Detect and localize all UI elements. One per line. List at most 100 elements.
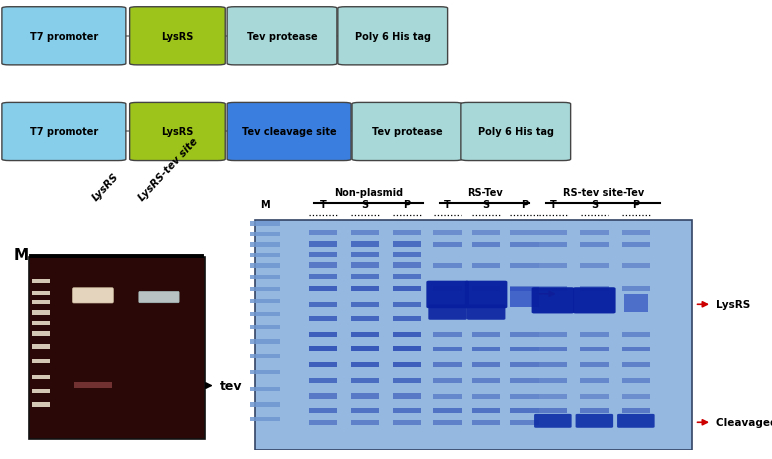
Bar bbox=[350, 378, 379, 383]
Bar bbox=[433, 378, 462, 383]
Bar bbox=[32, 345, 49, 349]
Bar bbox=[510, 378, 539, 383]
Bar bbox=[472, 263, 500, 268]
FancyBboxPatch shape bbox=[338, 8, 448, 66]
Bar bbox=[250, 222, 279, 226]
Bar bbox=[309, 408, 337, 413]
Text: Non-plasmid: Non-plasmid bbox=[334, 187, 403, 197]
Bar bbox=[350, 230, 379, 235]
Bar bbox=[580, 347, 608, 352]
Bar bbox=[433, 287, 462, 291]
Bar bbox=[250, 299, 279, 303]
Bar bbox=[255, 221, 692, 450]
FancyBboxPatch shape bbox=[130, 103, 225, 161]
Text: M: M bbox=[13, 247, 29, 263]
Bar bbox=[539, 242, 567, 247]
Bar bbox=[621, 230, 650, 235]
Bar bbox=[539, 394, 567, 399]
Bar bbox=[433, 242, 462, 247]
Text: T: T bbox=[320, 200, 327, 210]
Text: S: S bbox=[591, 200, 598, 210]
Bar bbox=[393, 242, 422, 247]
Bar bbox=[580, 263, 608, 268]
Bar bbox=[250, 275, 279, 280]
Bar bbox=[580, 230, 608, 235]
Bar bbox=[621, 347, 650, 352]
Bar bbox=[393, 263, 422, 268]
FancyBboxPatch shape bbox=[465, 281, 507, 308]
Bar bbox=[393, 420, 422, 425]
FancyBboxPatch shape bbox=[532, 288, 574, 314]
Text: LysRS-tev site: LysRS-tev site bbox=[137, 136, 200, 202]
Bar bbox=[309, 420, 337, 425]
Bar bbox=[510, 230, 539, 235]
Bar bbox=[32, 389, 49, 393]
Bar bbox=[250, 417, 279, 421]
Bar bbox=[309, 362, 337, 367]
Bar bbox=[621, 263, 650, 268]
Text: Poly 6 His tag: Poly 6 His tag bbox=[478, 127, 554, 137]
Bar bbox=[250, 387, 279, 391]
Text: M: M bbox=[260, 200, 269, 210]
Text: RS-tev site-Tev: RS-tev site-Tev bbox=[563, 187, 644, 197]
FancyBboxPatch shape bbox=[573, 288, 615, 314]
Bar bbox=[510, 287, 539, 291]
Text: LysRS: LysRS bbox=[90, 171, 120, 202]
Text: P: P bbox=[632, 200, 639, 210]
Bar bbox=[309, 230, 337, 235]
Bar bbox=[250, 312, 279, 316]
Bar bbox=[73, 382, 112, 388]
Bar bbox=[539, 409, 567, 413]
FancyBboxPatch shape bbox=[2, 103, 126, 161]
Bar bbox=[539, 263, 567, 268]
Bar bbox=[393, 378, 422, 383]
Bar bbox=[32, 279, 49, 284]
FancyBboxPatch shape bbox=[139, 292, 179, 303]
Bar bbox=[580, 287, 608, 291]
Bar bbox=[309, 316, 337, 322]
Bar bbox=[309, 263, 337, 268]
Bar bbox=[350, 316, 379, 322]
FancyBboxPatch shape bbox=[467, 305, 506, 320]
Bar bbox=[580, 378, 608, 383]
Bar bbox=[393, 302, 422, 307]
Bar bbox=[472, 409, 500, 413]
Bar bbox=[393, 362, 422, 367]
FancyBboxPatch shape bbox=[352, 103, 462, 161]
Bar bbox=[250, 354, 279, 358]
Bar bbox=[580, 363, 608, 367]
Bar bbox=[510, 420, 539, 425]
FancyBboxPatch shape bbox=[428, 305, 467, 320]
FancyBboxPatch shape bbox=[617, 414, 655, 428]
Bar bbox=[539, 333, 567, 337]
Bar bbox=[250, 325, 279, 330]
Bar bbox=[393, 347, 422, 352]
Bar bbox=[309, 378, 337, 383]
Bar bbox=[621, 363, 650, 367]
Text: T7 promoter: T7 promoter bbox=[30, 127, 98, 137]
Bar bbox=[309, 302, 337, 307]
Bar bbox=[309, 242, 337, 247]
Bar bbox=[580, 242, 608, 247]
Bar bbox=[32, 311, 49, 315]
Bar bbox=[309, 393, 337, 399]
Bar bbox=[539, 378, 567, 383]
Bar bbox=[309, 252, 337, 257]
Text: Poly 6 His tag: Poly 6 His tag bbox=[354, 32, 431, 42]
Bar bbox=[580, 409, 608, 413]
Bar bbox=[472, 287, 500, 291]
Bar bbox=[510, 394, 539, 399]
Bar bbox=[510, 263, 539, 268]
Bar bbox=[32, 300, 49, 305]
Bar bbox=[472, 420, 500, 425]
Bar bbox=[472, 394, 500, 399]
Text: P: P bbox=[404, 200, 411, 210]
Bar bbox=[350, 252, 379, 257]
Bar bbox=[510, 409, 539, 413]
Bar bbox=[350, 408, 379, 413]
Bar bbox=[350, 332, 379, 337]
Bar bbox=[250, 232, 279, 236]
Text: P: P bbox=[520, 200, 528, 210]
Bar bbox=[32, 359, 49, 364]
Bar bbox=[539, 363, 567, 367]
